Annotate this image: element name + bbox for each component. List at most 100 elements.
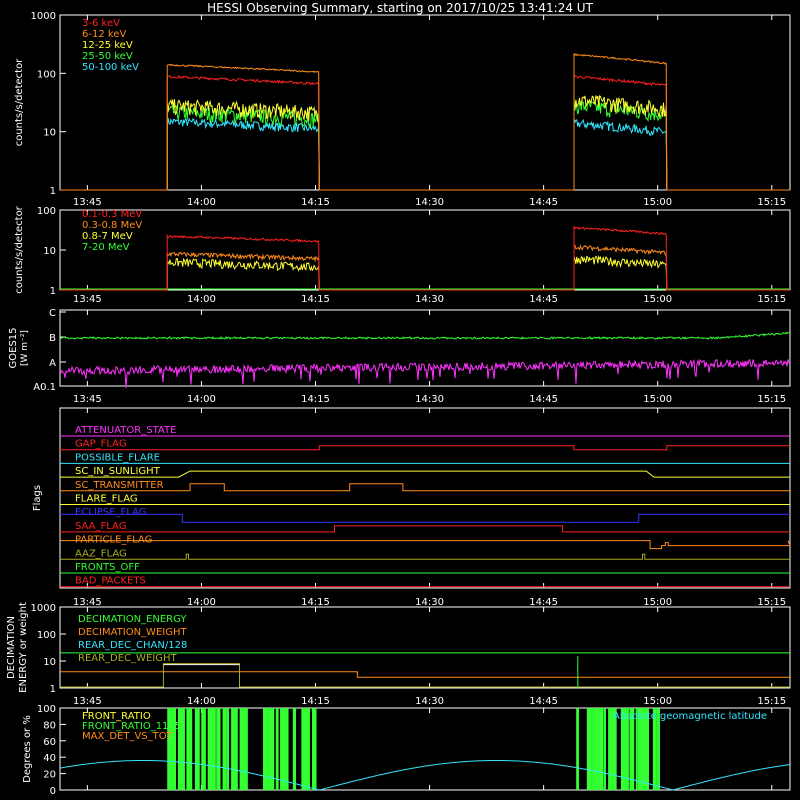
x-tick-label: 14:15	[301, 394, 330, 405]
y-tick-label: 60	[43, 737, 56, 748]
flag-label: ECLIPSE_FLAG	[75, 507, 146, 518]
flag-label: BAD_PACKETS	[75, 576, 146, 587]
ratio-bar	[599, 708, 604, 790]
ratio-bar	[640, 708, 645, 790]
ratio-bar	[203, 708, 206, 790]
ratio-bar	[312, 708, 316, 790]
x-tick-label: 14:15	[301, 696, 330, 707]
ratio-bar	[243, 708, 248, 790]
series-line	[60, 671, 790, 678]
y-tick-label: 1	[50, 186, 56, 197]
x-tick-label: 13:45	[73, 394, 102, 405]
series-line	[59, 331, 791, 340]
y-tick-label: 10	[43, 246, 56, 257]
x-tick-label: 13:45	[73, 597, 102, 608]
annotation-text: Absolute geomagnetic latitude	[613, 711, 767, 722]
y-tick-label: 10	[43, 128, 56, 139]
flag-label: AAZ_FLAG	[75, 548, 127, 559]
ratio-bar	[269, 708, 272, 790]
flag-line	[60, 540, 791, 550]
flag-label: SAA_FLAG	[75, 521, 126, 532]
flag-label: POSSIBLE_FLARE	[75, 452, 160, 463]
ratio-bar	[265, 708, 270, 790]
flag-label: SC_TRANSMITTER	[75, 480, 164, 491]
y-tick-label: 0	[50, 786, 56, 797]
ratio-bar	[177, 708, 182, 790]
legend-entry: FRONT_RATIO	[82, 711, 151, 722]
panel-frame	[59, 309, 791, 387]
panel-frame	[59, 407, 791, 589]
flag-label: GAP_FLAG	[75, 439, 127, 450]
series-line	[60, 98, 790, 191]
y-axis-label: Degrees or %	[22, 715, 33, 783]
y-axis-label: GOES15	[8, 327, 19, 368]
x-tick-label: 15:00	[643, 197, 672, 208]
y-tick-label: C	[49, 308, 56, 319]
x-tick-label: 15:15	[757, 696, 786, 707]
x-tick-label: 14:00	[187, 197, 216, 208]
x-tick-label: 13:45	[73, 294, 102, 305]
legend-entry: REAR_DEC_CHAN/128	[78, 640, 187, 651]
legend-entry: REAR_DEC_WEIGHT	[78, 653, 177, 664]
ratio-bar	[263, 708, 267, 790]
flag-line	[60, 470, 790, 478]
y-tick-label: 1	[50, 286, 56, 297]
series-line	[59, 760, 791, 791]
y-tick-label: B	[49, 333, 56, 344]
ratio-bar	[197, 708, 200, 790]
y-tick-label: 1	[50, 684, 56, 695]
legend-entry: 0.1-0.3 MeV	[82, 209, 142, 220]
series-line	[60, 244, 790, 291]
ratio-bar	[305, 708, 310, 790]
ratio-bar	[209, 708, 214, 790]
legend-entry: DECIMATION_ENERGY	[78, 614, 187, 625]
ratio-bar	[631, 708, 635, 790]
ratio-bar	[171, 708, 176, 790]
y-tick-label: 20	[43, 770, 56, 781]
series-line	[60, 95, 790, 191]
legend-entry: 50-100 keV	[82, 62, 139, 73]
x-tick-label: 15:15	[757, 597, 786, 608]
x-tick-label: 14:00	[187, 597, 216, 608]
x-tick-label: 14:15	[301, 597, 330, 608]
x-tick-label: 14:15	[301, 197, 330, 208]
ratio-bar	[207, 708, 211, 790]
x-tick-label: 14:30	[415, 197, 444, 208]
series-line	[60, 225, 790, 291]
x-tick-label: 13:45	[73, 197, 102, 208]
panel-frame	[59, 707, 791, 791]
flag-line	[60, 513, 790, 523]
y-tick-label: 40	[43, 753, 56, 764]
ratio-bar	[591, 708, 594, 790]
ratio-bar	[307, 708, 310, 790]
x-tick-label: 15:00	[643, 597, 672, 608]
x-tick-label: 14:30	[415, 394, 444, 405]
y-tick-label: A0.1	[33, 382, 56, 393]
y-tick-label: A	[49, 358, 56, 369]
x-tick-label: 14:30	[415, 696, 444, 707]
ratio-bar	[201, 708, 204, 790]
legend-entry: 6-12 keV	[82, 29, 126, 40]
y-axis-label: ENERGY or weight	[18, 602, 29, 693]
series-line	[60, 663, 790, 688]
x-tick-label: 15:15	[757, 294, 786, 305]
legend-entry: 25-50 keV	[82, 51, 133, 62]
y-tick-label: 1000	[31, 603, 56, 614]
legend-entry: 0.8-7 MeV	[82, 231, 133, 242]
ratio-bar	[623, 708, 627, 790]
legend-entry: 0.3-0.8 MeV	[82, 220, 142, 231]
ratio-bar	[239, 708, 244, 790]
ratio-bar	[226, 708, 229, 790]
legend-entry: MAX_DET_VS_TOT	[82, 731, 174, 742]
x-tick-label: 14:45	[529, 597, 558, 608]
y-axis-label: counts/s/detector	[14, 58, 25, 146]
legend-entry: FRONT_RATIO_1125	[82, 721, 181, 732]
ratio-bar	[625, 708, 629, 790]
y-tick-label: 10	[43, 657, 56, 668]
x-tick-label: 14:30	[415, 294, 444, 305]
ratio-bar	[182, 708, 185, 790]
series-line	[60, 254, 790, 291]
ratio-bar	[610, 708, 614, 790]
ratio-bar	[612, 708, 617, 790]
